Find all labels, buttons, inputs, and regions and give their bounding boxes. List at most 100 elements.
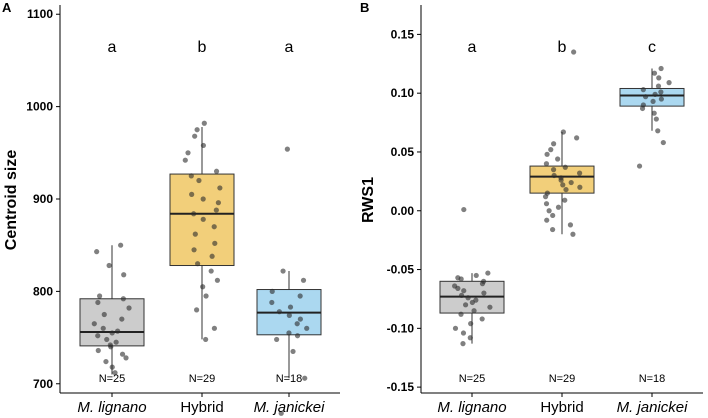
- panel-b-data-point: [651, 70, 658, 76]
- panel-b-data-point: [543, 201, 550, 207]
- panel-a-data-point: [215, 200, 221, 206]
- panel-b-data-point: [555, 156, 561, 162]
- panel-a-data-point: [120, 296, 126, 302]
- panel-a-data-point: [95, 347, 101, 354]
- panel-b-data-point: [563, 186, 569, 193]
- panel-a-ytick-label: 800: [33, 284, 53, 298]
- panel-b-data-point: [653, 116, 659, 122]
- panel-b-group: a N=25 M. lignano: [437, 39, 506, 416]
- panel-b-data-point: [542, 194, 549, 200]
- panel-a-data-point: [194, 127, 200, 133]
- panel-b-data-point: [655, 83, 662, 89]
- panel-a-data-point: [201, 120, 207, 126]
- panel-a-category-label: M. janickei: [254, 399, 326, 416]
- panel-a-data-point: [274, 336, 280, 343]
- panel-a-data-point: [300, 277, 307, 283]
- panel-a-data-point: [115, 328, 121, 334]
- panel-a-data-point: [280, 268, 286, 274]
- panel-a-data-point: [276, 309, 282, 315]
- panel-b-data-point: [571, 49, 577, 55]
- panel-a-significance-letter: a: [108, 39, 117, 56]
- panel-b-data-point: [577, 170, 583, 176]
- panel-b-category-label: M. janickei: [617, 399, 689, 416]
- panel-b-category-label: Hybrid: [540, 399, 583, 416]
- panel-a-data-point: [182, 157, 188, 163]
- panel-b-box: [619, 87, 685, 107]
- panel-b-data-point: [577, 184, 583, 190]
- panel-b-data-point: [468, 321, 474, 327]
- panel-a-category-label: M. lignano: [77, 399, 146, 416]
- panel-a: A Centroid size 700 800 900 1000 1100 a N=25 M…: [2, 0, 340, 416]
- panel-a-data-point: [108, 344, 114, 350]
- panel-a-data-point: [214, 277, 221, 283]
- panel-b-data-point: [570, 231, 576, 237]
- panel-b-data-point: [666, 80, 672, 86]
- panel-a-group: a N=18 M. janickei: [254, 39, 326, 416]
- panel-b-data-point: [461, 288, 467, 294]
- panel-a-significance-letter: b: [198, 39, 207, 56]
- panel-a-data-point: [185, 150, 191, 156]
- panel-a-data-point: [196, 177, 202, 184]
- panel-a-data-point: [290, 348, 296, 355]
- panel-a-data-point: [91, 321, 97, 327]
- panel-b-data-point: [544, 151, 550, 157]
- panel-a-data-point: [302, 375, 308, 381]
- panel-b-ytick-label: 0.05: [391, 145, 415, 159]
- panel-b-data-point: [550, 167, 557, 173]
- panel-a-data-point: [209, 253, 215, 259]
- panel-b-data-point: [469, 299, 475, 306]
- panel-b-data-point: [452, 325, 459, 331]
- panel-a-sample-size: N=18: [276, 373, 303, 385]
- panel-b-data-point: [461, 206, 467, 213]
- panel-b-data-point: [462, 302, 469, 308]
- panel-a-data-point: [194, 307, 200, 313]
- panel-b-data-point: [652, 91, 658, 97]
- panel-a-data-point: [200, 142, 206, 149]
- panel-a-data-point: [94, 249, 100, 255]
- panel-b-data-point: [485, 270, 491, 276]
- panel-a-data-point: [118, 242, 124, 248]
- panel-a-data-point: [188, 173, 194, 179]
- panel-a-data-point: [286, 312, 292, 318]
- panel-b-label: B: [360, 0, 369, 15]
- panel-a-data-point: [189, 191, 195, 197]
- panel-b-data-point: [642, 94, 649, 100]
- panel-b-data-point: [551, 141, 557, 147]
- panel-a-sample-size: N=29: [189, 373, 216, 385]
- panel-a-data-point: [294, 333, 301, 339]
- panel-a-data-point: [203, 293, 209, 299]
- panel-b-data-point: [658, 89, 664, 95]
- panel-b-data-point: [548, 147, 554, 153]
- panel-a-data-point: [287, 304, 294, 310]
- panel-b-significance-letter: c: [648, 39, 656, 56]
- panel-b-data-point: [460, 330, 467, 336]
- panel-b-data-point: [650, 98, 656, 105]
- panel-b-data-point: [481, 290, 487, 296]
- panel-a-data-point: [200, 284, 206, 290]
- panel-b-data-point: [467, 335, 473, 341]
- panel-a-label: A: [2, 0, 12, 15]
- panel-a-data-point: [284, 146, 290, 152]
- panel-b-data-point: [567, 222, 574, 228]
- panel-b-data-point: [455, 285, 461, 291]
- panel-a-data-point: [119, 351, 126, 357]
- panel-b-data-point: [560, 129, 566, 135]
- panel-b-data-point: [479, 316, 485, 322]
- panel-a-data-point: [304, 325, 310, 331]
- panel-b-data-point: [458, 276, 464, 282]
- panel-a-data-point: [112, 370, 118, 376]
- panel-b-data-point: [658, 96, 664, 102]
- panel-b-data-point: [479, 281, 486, 287]
- panel-a-ytick-label: 700: [33, 377, 53, 391]
- panel-a-ylabel: Centroid size: [3, 150, 20, 251]
- panel-b-data-point: [471, 308, 477, 314]
- panel-a-data-point: [294, 321, 300, 327]
- panel-b-ytick-label: 0.15: [391, 27, 415, 41]
- panel-b-data-point: [560, 182, 566, 188]
- panel-b-data-point: [636, 163, 643, 169]
- panel-b-data-point: [551, 172, 557, 179]
- panel-a-data-point: [95, 333, 101, 339]
- panel-a-data-point: [297, 316, 303, 322]
- panel-b-data-point: [656, 75, 662, 81]
- panel-b-ytick-label: -0.15: [387, 380, 415, 394]
